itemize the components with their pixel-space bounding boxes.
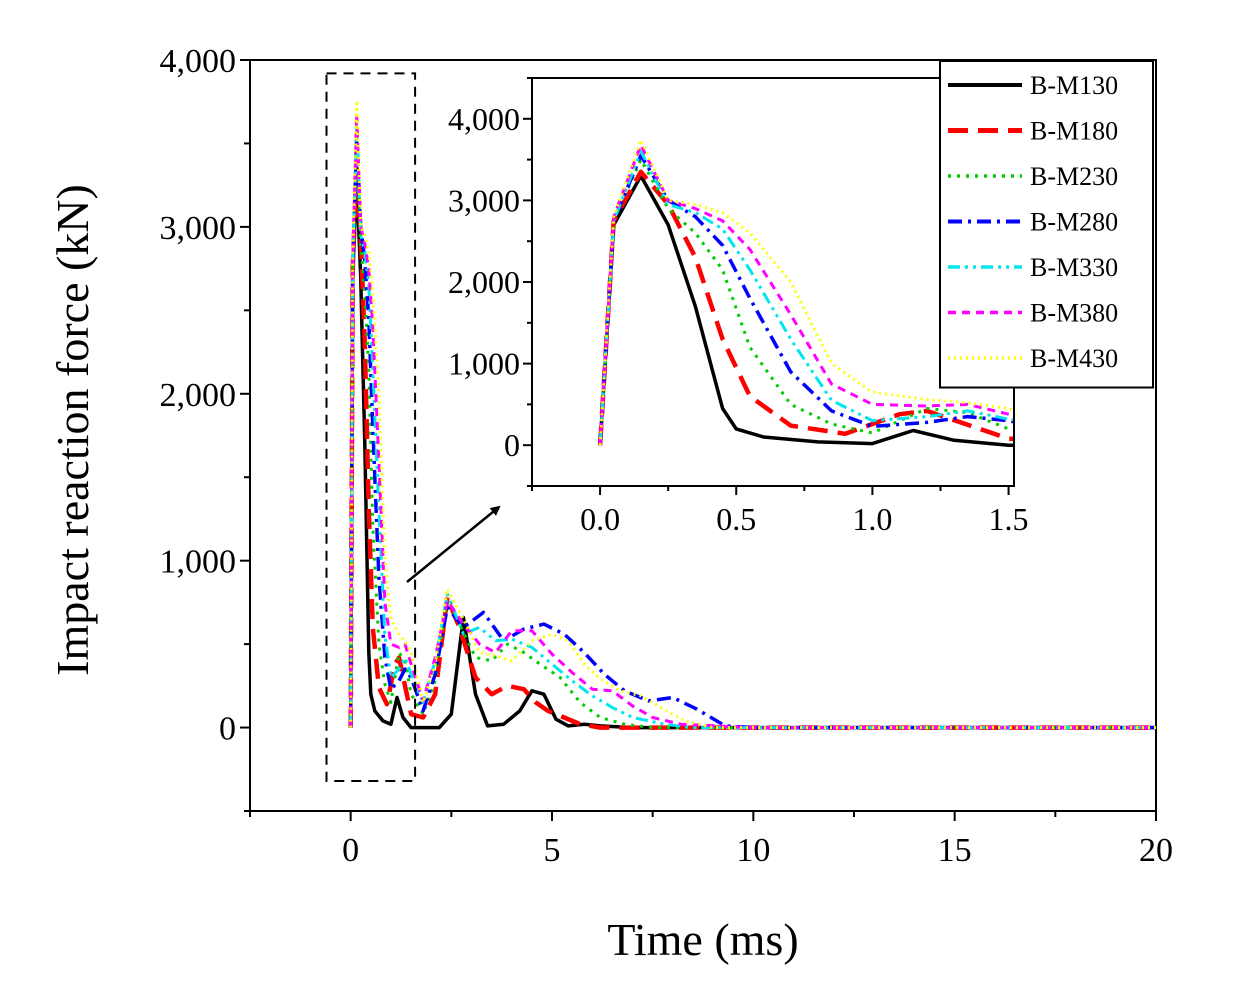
legend-label-b-m230: B-M230	[1030, 162, 1118, 191]
zoom-region-group	[325, 72, 501, 782]
inset-background	[532, 78, 1014, 486]
main-series-group	[348, 101, 1156, 730]
y-tick-label: 1,000	[160, 544, 237, 581]
legend-box	[939, 60, 1154, 389]
inset-x-tick-label: 0.5	[716, 501, 756, 537]
legend-label-b-m430: B-M430	[1030, 344, 1118, 373]
x-tick-label: 5	[544, 832, 561, 869]
y-axis-title: Impact reaction force (kN)	[47, 184, 98, 676]
legend-label-b-m130: B-M130	[1030, 71, 1118, 100]
inset-series-line-b-m130	[598, 174, 1014, 447]
inset-axis-ticks: 0.0 0.5 1.0 1.5 0 1,000 2,000 3,000 4,000	[448, 77, 1029, 537]
y-tick-label: 3,000	[160, 210, 237, 247]
inset-series-line-b-m430	[598, 138, 1014, 446]
legend-label-b-m180: B-M180	[1030, 117, 1118, 146]
main-series-line-b-m330	[349, 125, 1156, 730]
y-tick-label: 2,000	[160, 377, 237, 414]
y-tick-label: 4,000	[160, 43, 237, 80]
x-axis-title: Time (ms)	[607, 914, 798, 965]
inset-y-tick-label: 2,000	[448, 264, 520, 300]
inset-series-line-b-m380	[598, 143, 1014, 446]
main-series-line-b-m230	[349, 141, 1156, 730]
legend: B-M130 B-M180 B-M230 B-M280 B-M330 B-M380 B-M4…	[939, 60, 1154, 389]
inset-y-tick-label: 1,000	[448, 346, 520, 382]
main-series-line-b-m130	[348, 175, 1156, 730]
main-axis-ticks: 0 5 10 15 20 0 1,000 2,000 3,000 4,000	[160, 43, 1174, 869]
legend-label-b-m330: B-M330	[1030, 253, 1118, 282]
y-tick-label: 0	[219, 711, 236, 748]
legend-label-b-m380: B-M380	[1030, 299, 1118, 328]
x-tick-label: 10	[736, 832, 770, 869]
x-tick-label: 0	[342, 832, 359, 869]
inset-x-tick-label: 1.5	[989, 501, 1029, 537]
zoom-arrow	[406, 505, 501, 583]
main-plot-frame	[249, 59, 1157, 812]
legend-label-b-m280: B-M280	[1030, 208, 1118, 237]
inset-y-tick-label: 4,000	[448, 101, 520, 137]
inset-y-tick-label: 3,000	[448, 182, 520, 218]
zoom-region-box	[325, 72, 417, 782]
inset-series-line-b-m180	[597, 169, 1014, 446]
x-tick-label: 15	[938, 832, 972, 869]
inset-y-tick-label: 0	[504, 427, 520, 463]
x-tick-label: 20	[1139, 832, 1173, 869]
inset-x-tick-label: 0.0	[580, 501, 620, 537]
inset-x-tick-label: 1.0	[852, 501, 892, 537]
main-series-line-b-m430	[349, 101, 1156, 730]
inset-series-group	[597, 138, 1014, 447]
